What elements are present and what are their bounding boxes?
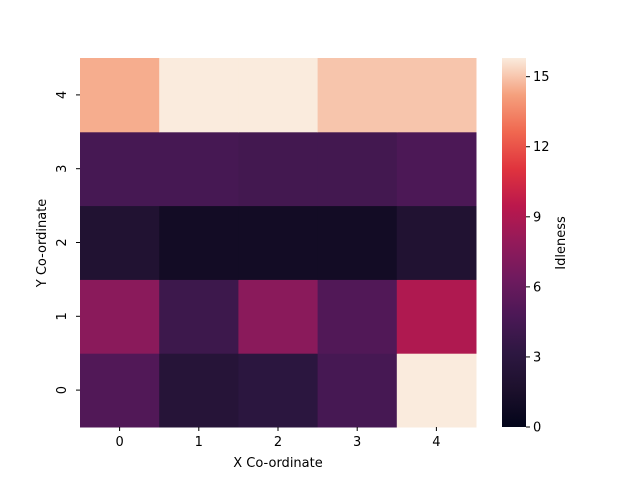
heatmap-cell-x3-y0 [317, 353, 398, 428]
y-axis-ticks: 0 1 2 3 4 [55, 91, 80, 394]
heatmap-cell-x0-y3 [80, 131, 160, 207]
heatmap-cell-x4-y0 [396, 353, 477, 428]
y-tick-label-1: 1 [55, 312, 70, 320]
heatmap-cell-x0-y2 [80, 205, 160, 280]
y-tick-label-3: 3 [55, 165, 70, 173]
heatmap-cell-x0-y1 [80, 279, 160, 354]
colorbar-label: Idleness [554, 216, 569, 270]
heatmap-cell-x4-y3 [396, 131, 477, 207]
x-axis-label: X Co-ordinate [233, 456, 322, 471]
heatmap-cell-x2-y0 [238, 353, 319, 428]
y-tick-label-0: 0 [55, 386, 70, 394]
heatmap-cell-x3-y4 [317, 58, 398, 133]
heatmap-cell-x3-y2 [317, 205, 398, 280]
colorbar-tick-label-6: 6 [533, 280, 541, 295]
colorbar-tick-label-9: 9 [533, 210, 541, 225]
colorbar [502, 58, 526, 427]
colorbar-tick-label-12: 12 [533, 140, 550, 155]
heatmap-cell-x2-y4 [238, 58, 319, 133]
y-tick-label-4: 4 [55, 91, 70, 99]
heatmap-cells [80, 58, 477, 428]
heatmap-cell-x1-y1 [159, 279, 239, 354]
heatmap-cell-x4-y1 [396, 279, 477, 354]
heatmap-cell-x1-y0 [159, 353, 239, 428]
heatmap-cell-x2-y1 [238, 279, 319, 354]
x-tick-label-2: 2 [274, 435, 282, 450]
colorbar-tick-label-15: 15 [533, 70, 550, 85]
heatmap-cell-x1-y2 [159, 205, 239, 280]
heatmap-cell-x3-y3 [317, 131, 398, 207]
heatmap-cell-x4-y4 [396, 58, 477, 133]
x-tick-label-1: 1 [195, 435, 203, 450]
heatmap-cell-x0-y0 [80, 353, 160, 428]
heatmap-cell-x3-y1 [317, 279, 398, 354]
colorbar-tick-label-0: 0 [533, 421, 541, 436]
y-tick-label-2: 2 [55, 238, 70, 246]
heatmap-cell-x1-y4 [159, 58, 239, 133]
heatmap-cell-x4-y2 [396, 205, 477, 280]
heatmap-cell-x2-y2 [238, 205, 319, 280]
y-axis-label: Y Co-ordinate [35, 199, 50, 289]
x-tick-label-4: 4 [432, 435, 440, 450]
x-tick-label-0: 0 [115, 435, 123, 450]
colorbar-ticks: 0 3 6 9 12 15 [526, 70, 550, 436]
heatmap-cell-x1-y3 [159, 131, 239, 207]
heatmap-cell-x0-y4 [80, 58, 160, 133]
x-tick-label-3: 3 [353, 435, 361, 450]
colorbar-tick-label-3: 3 [533, 350, 541, 365]
x-axis-ticks: 0 1 2 3 4 [115, 427, 441, 450]
heatmap-cell-x2-y3 [238, 131, 319, 207]
